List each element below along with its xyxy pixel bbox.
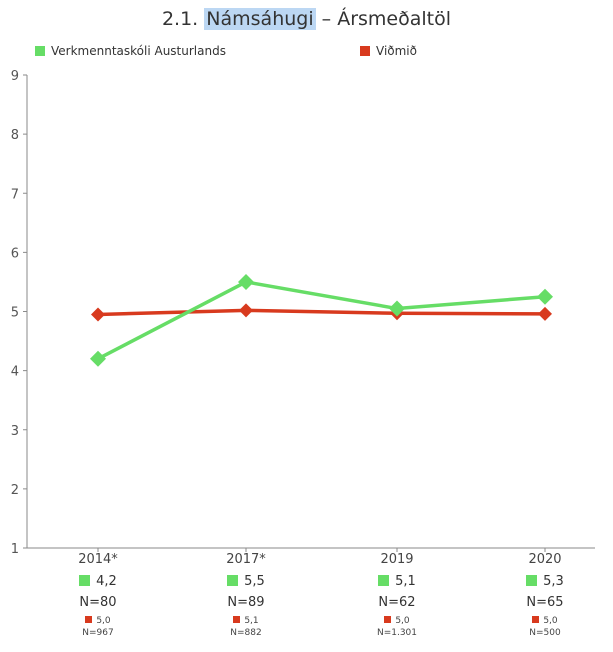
series1-n-label: N=80 <box>79 595 117 610</box>
series-line-1 <box>97 280 546 361</box>
y-tick-label: 3 <box>11 424 19 439</box>
series2-value-label: 5,0 <box>38 616 158 628</box>
series1-n-label: N=89 <box>227 595 265 610</box>
series1-swatch <box>79 575 91 586</box>
series2-swatch <box>384 616 392 623</box>
x-tick-label: 2014* <box>78 552 118 567</box>
legend-swatch-green <box>35 46 45 56</box>
title-prefix: 2.1. <box>161 8 199 30</box>
data-point-series2 <box>538 306 552 321</box>
data-point-series1 <box>389 300 405 317</box>
series2-value-label: 5,1 <box>186 616 306 628</box>
series2-value-label: 5,0 <box>337 616 457 628</box>
y-tick-label: 5 <box>11 306 19 321</box>
category-column: 2017* 5,5 N=89 5,1 N=882 <box>186 552 306 640</box>
x-tick-label: 2020 <box>528 552 562 567</box>
series-line-2 <box>97 308 546 317</box>
series1-swatch <box>526 575 538 586</box>
series2-swatch <box>532 616 540 623</box>
legend-item-series1: Verkmenntaskóli Austurlands <box>35 44 226 58</box>
title-suffix: – Ársmeðaltöl <box>321 8 452 30</box>
series2-n-label: N=967 <box>82 628 114 638</box>
title-highlight: Námsáhugi <box>204 8 316 30</box>
legend-label-series1: Verkmenntaskóli Austurlands <box>51 44 226 58</box>
series1-value-label: 4,2 <box>38 574 158 592</box>
series1-value-label: 5,5 <box>186 574 306 592</box>
y-tick-label: 7 <box>11 187 19 202</box>
data-point-series2 <box>239 303 253 318</box>
legend-label-series2: Viðmið <box>376 44 417 58</box>
y-tick-label: 4 <box>11 365 19 380</box>
series1-n-label: N=62 <box>378 595 416 610</box>
legend-item-series2: Viðmið <box>360 44 417 58</box>
chart-title: 2.1. Námsáhugi – Ársmeðaltöl <box>0 8 613 30</box>
category-column: 2019 5,1 N=62 5,0 N=1.301 <box>337 552 457 640</box>
category-column: 2014* 4,2 N=80 5,0 N=967 <box>38 552 158 640</box>
series1-value-label: 5,3 <box>485 574 605 592</box>
data-point-series1 <box>90 350 106 367</box>
x-tick-label: 2017* <box>226 552 266 567</box>
series2-n-label: N=882 <box>230 628 262 638</box>
series2-n-label: N=500 <box>529 628 561 638</box>
category-column: 2020 5,3 N=65 5,0 N=500 <box>485 552 605 640</box>
y-tick-label: 2 <box>11 483 19 498</box>
x-tick-label: 2019 <box>380 552 414 567</box>
series1-swatch <box>378 575 390 586</box>
data-point-series1 <box>537 288 553 305</box>
y-tick-label: 1 <box>11 542 19 557</box>
y-tick-label: 9 <box>11 69 19 84</box>
data-point-series1 <box>238 273 254 290</box>
series2-swatch <box>85 616 93 623</box>
legend-swatch-red <box>360 46 370 56</box>
series1-value-label: 5,1 <box>337 574 457 592</box>
series2-value-label: 5,0 <box>485 616 605 628</box>
series1-n-label: N=65 <box>526 595 564 610</box>
data-point-series2 <box>91 307 105 322</box>
series2-n-label: N=1.301 <box>376 628 418 638</box>
series1-swatch <box>227 575 239 586</box>
y-tick-label: 8 <box>11 128 19 143</box>
y-tick-label: 6 <box>11 246 19 261</box>
series2-swatch <box>233 616 241 623</box>
